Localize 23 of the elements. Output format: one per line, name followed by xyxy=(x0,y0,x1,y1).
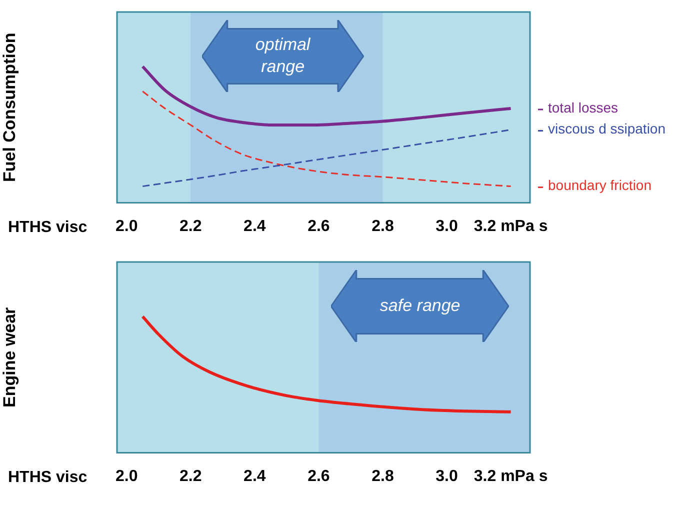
legend-label: viscous d ssipation xyxy=(548,120,666,137)
x-tick-label: 3.0 xyxy=(436,218,458,235)
x-tick-label: 2.6 xyxy=(308,218,330,235)
x-tick-label: 2.4 xyxy=(244,468,266,485)
x-tick-label: 2.8 xyxy=(372,468,394,485)
x-tick-label: 2.2 xyxy=(180,218,202,235)
x-axis-title: HTHS visc xyxy=(8,219,88,236)
x-tick-label: 2.8 xyxy=(372,218,394,235)
x-tick-label: 3.0 xyxy=(436,468,458,485)
x-tick-label: 3.2 mPa s xyxy=(474,468,548,485)
legend-label: boundary friction xyxy=(548,177,652,194)
legend-label: total losses xyxy=(548,99,618,116)
x-tick-label: 2.6 xyxy=(308,468,330,485)
x-tick-label: 2.0 xyxy=(115,468,138,485)
band-label: safe range xyxy=(380,294,460,317)
x-tick-label: 2.2 xyxy=(180,468,202,485)
x-tick-label: 2.4 xyxy=(244,218,266,235)
x-axis-title: HTHS visc xyxy=(8,469,88,486)
y-axis-title: Fuel Consumption xyxy=(0,32,19,182)
band-label: optimal range xyxy=(254,34,312,78)
x-tick-label: 3.2 mPa s xyxy=(474,218,548,235)
x-tick-label: 2.0 xyxy=(115,218,138,235)
y-axis-title: Engine wear xyxy=(0,306,19,408)
